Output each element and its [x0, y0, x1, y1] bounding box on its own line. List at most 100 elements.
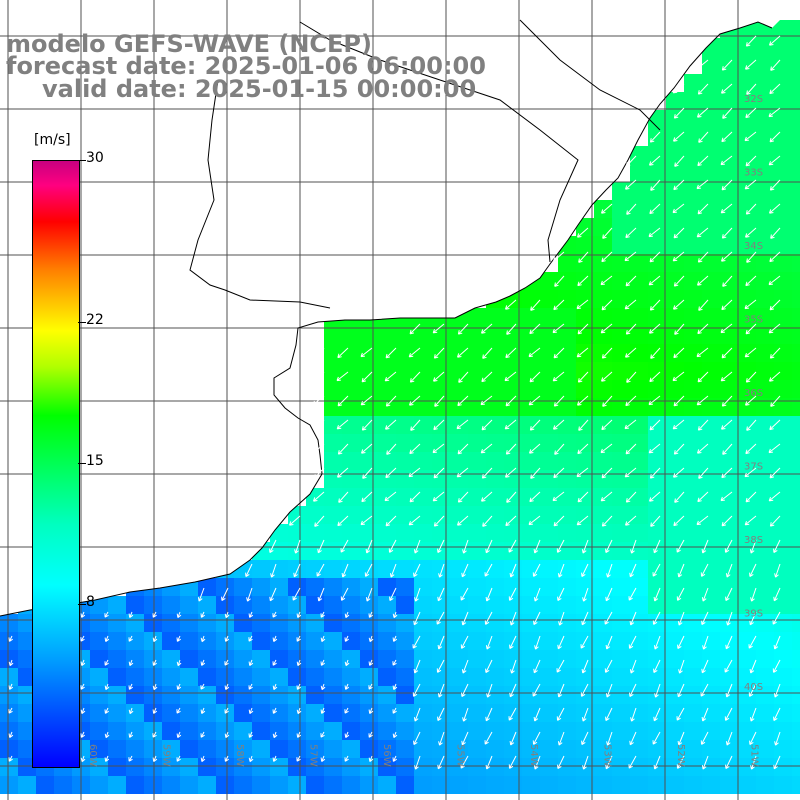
wind-arrow — [414, 587, 421, 602]
wind-arrow — [296, 611, 302, 618]
speed-cell — [234, 740, 252, 758]
wind-arrow — [576, 515, 589, 526]
speed-cell — [396, 542, 414, 560]
speed-cell — [612, 560, 630, 578]
speed-cell — [702, 326, 720, 344]
wind-arrow — [768, 155, 781, 166]
speed-cell — [396, 758, 414, 776]
speed-cell — [702, 704, 720, 722]
wind-arrow — [296, 731, 302, 738]
speed-cell — [324, 488, 342, 506]
speed-cell — [324, 380, 342, 398]
wind-arrow — [272, 635, 278, 642]
speed-cell — [324, 434, 342, 452]
wind-arrow — [581, 731, 589, 746]
wind-arrow — [344, 659, 350, 667]
wind-arrow — [749, 539, 757, 554]
speed-cell — [630, 686, 648, 704]
speed-cell — [666, 290, 684, 308]
wind-arrow — [606, 731, 613, 746]
speed-cell — [522, 434, 540, 452]
wind-arrow — [701, 539, 709, 554]
wind-arrow — [269, 587, 277, 602]
speed-cell — [414, 326, 432, 344]
speed-cell — [234, 596, 252, 614]
wind-arrow — [552, 323, 565, 334]
wind-arrow — [8, 707, 13, 714]
speed-cell — [684, 290, 702, 308]
speed-cell — [774, 218, 792, 236]
speed-cell — [720, 56, 738, 74]
wind-arrow — [338, 491, 349, 503]
speed-cell — [666, 488, 684, 506]
wind-arrow — [773, 539, 781, 554]
wind-arrow — [312, 395, 325, 406]
wind-arrow — [724, 659, 733, 673]
wind-speed-field — [0, 20, 800, 794]
speed-cell — [684, 686, 702, 704]
wind-arrow — [604, 659, 613, 673]
speed-cell — [540, 776, 558, 794]
speed-cell — [612, 200, 630, 218]
country-border-line — [299, 21, 579, 263]
wind-arrow — [313, 491, 325, 502]
speed-cell — [594, 254, 612, 272]
wind-arrow — [337, 395, 349, 407]
wind-arrow — [720, 203, 733, 214]
speed-cell — [468, 344, 486, 362]
wind-arrow — [413, 611, 421, 626]
wind-arrow — [769, 131, 781, 143]
wind-arrow — [80, 683, 85, 690]
speed-cell — [684, 578, 702, 596]
speed-cell — [108, 758, 126, 776]
speed-cell — [486, 344, 504, 362]
wind-arrow — [461, 611, 469, 626]
speed-cell — [756, 146, 774, 164]
wind-arrow — [581, 611, 589, 626]
speed-cell — [486, 578, 504, 596]
wind-arrow — [701, 755, 709, 770]
speed-cell — [486, 704, 504, 722]
speed-cell — [792, 668, 800, 686]
speed-cell — [702, 578, 720, 596]
speed-cell — [450, 704, 468, 722]
wind-arrow — [745, 371, 757, 383]
speed-cell — [18, 722, 36, 740]
speed-cell — [162, 632, 180, 650]
longitude-label: 60W — [87, 744, 98, 767]
speed-cell — [630, 704, 648, 722]
speed-cell — [468, 614, 486, 632]
speed-cell — [216, 650, 234, 668]
speed-cell — [738, 650, 756, 668]
speed-cell — [468, 740, 486, 758]
speed-cell — [324, 416, 342, 434]
speed-cell — [666, 668, 684, 686]
wind-arrow — [409, 371, 421, 383]
speed-cell — [414, 650, 432, 668]
speed-cell — [612, 326, 630, 344]
speed-cell — [774, 704, 792, 722]
speed-cell — [756, 686, 774, 704]
speed-cell — [684, 614, 702, 632]
latitude-label: 34S — [744, 241, 763, 252]
wind-arrow — [176, 755, 181, 762]
wind-arrow — [674, 155, 685, 167]
wind-arrow — [413, 539, 421, 554]
longitude-label: 56W — [381, 744, 392, 767]
speed-cell — [270, 560, 288, 578]
speed-cell — [612, 344, 630, 362]
speed-cell — [756, 596, 774, 614]
wind-arrow — [457, 395, 469, 407]
speed-cell — [198, 740, 216, 758]
speed-cell — [612, 506, 630, 524]
wind-arrow — [368, 611, 373, 618]
speed-cell — [0, 650, 18, 668]
speed-cell — [774, 632, 792, 650]
wind-arrow — [721, 227, 733, 239]
wind-arrow — [700, 731, 709, 745]
speed-cell — [468, 434, 486, 452]
speed-cell — [126, 722, 144, 740]
speed-cell — [396, 596, 414, 614]
speed-cell — [252, 704, 270, 722]
speed-cell — [612, 272, 630, 290]
